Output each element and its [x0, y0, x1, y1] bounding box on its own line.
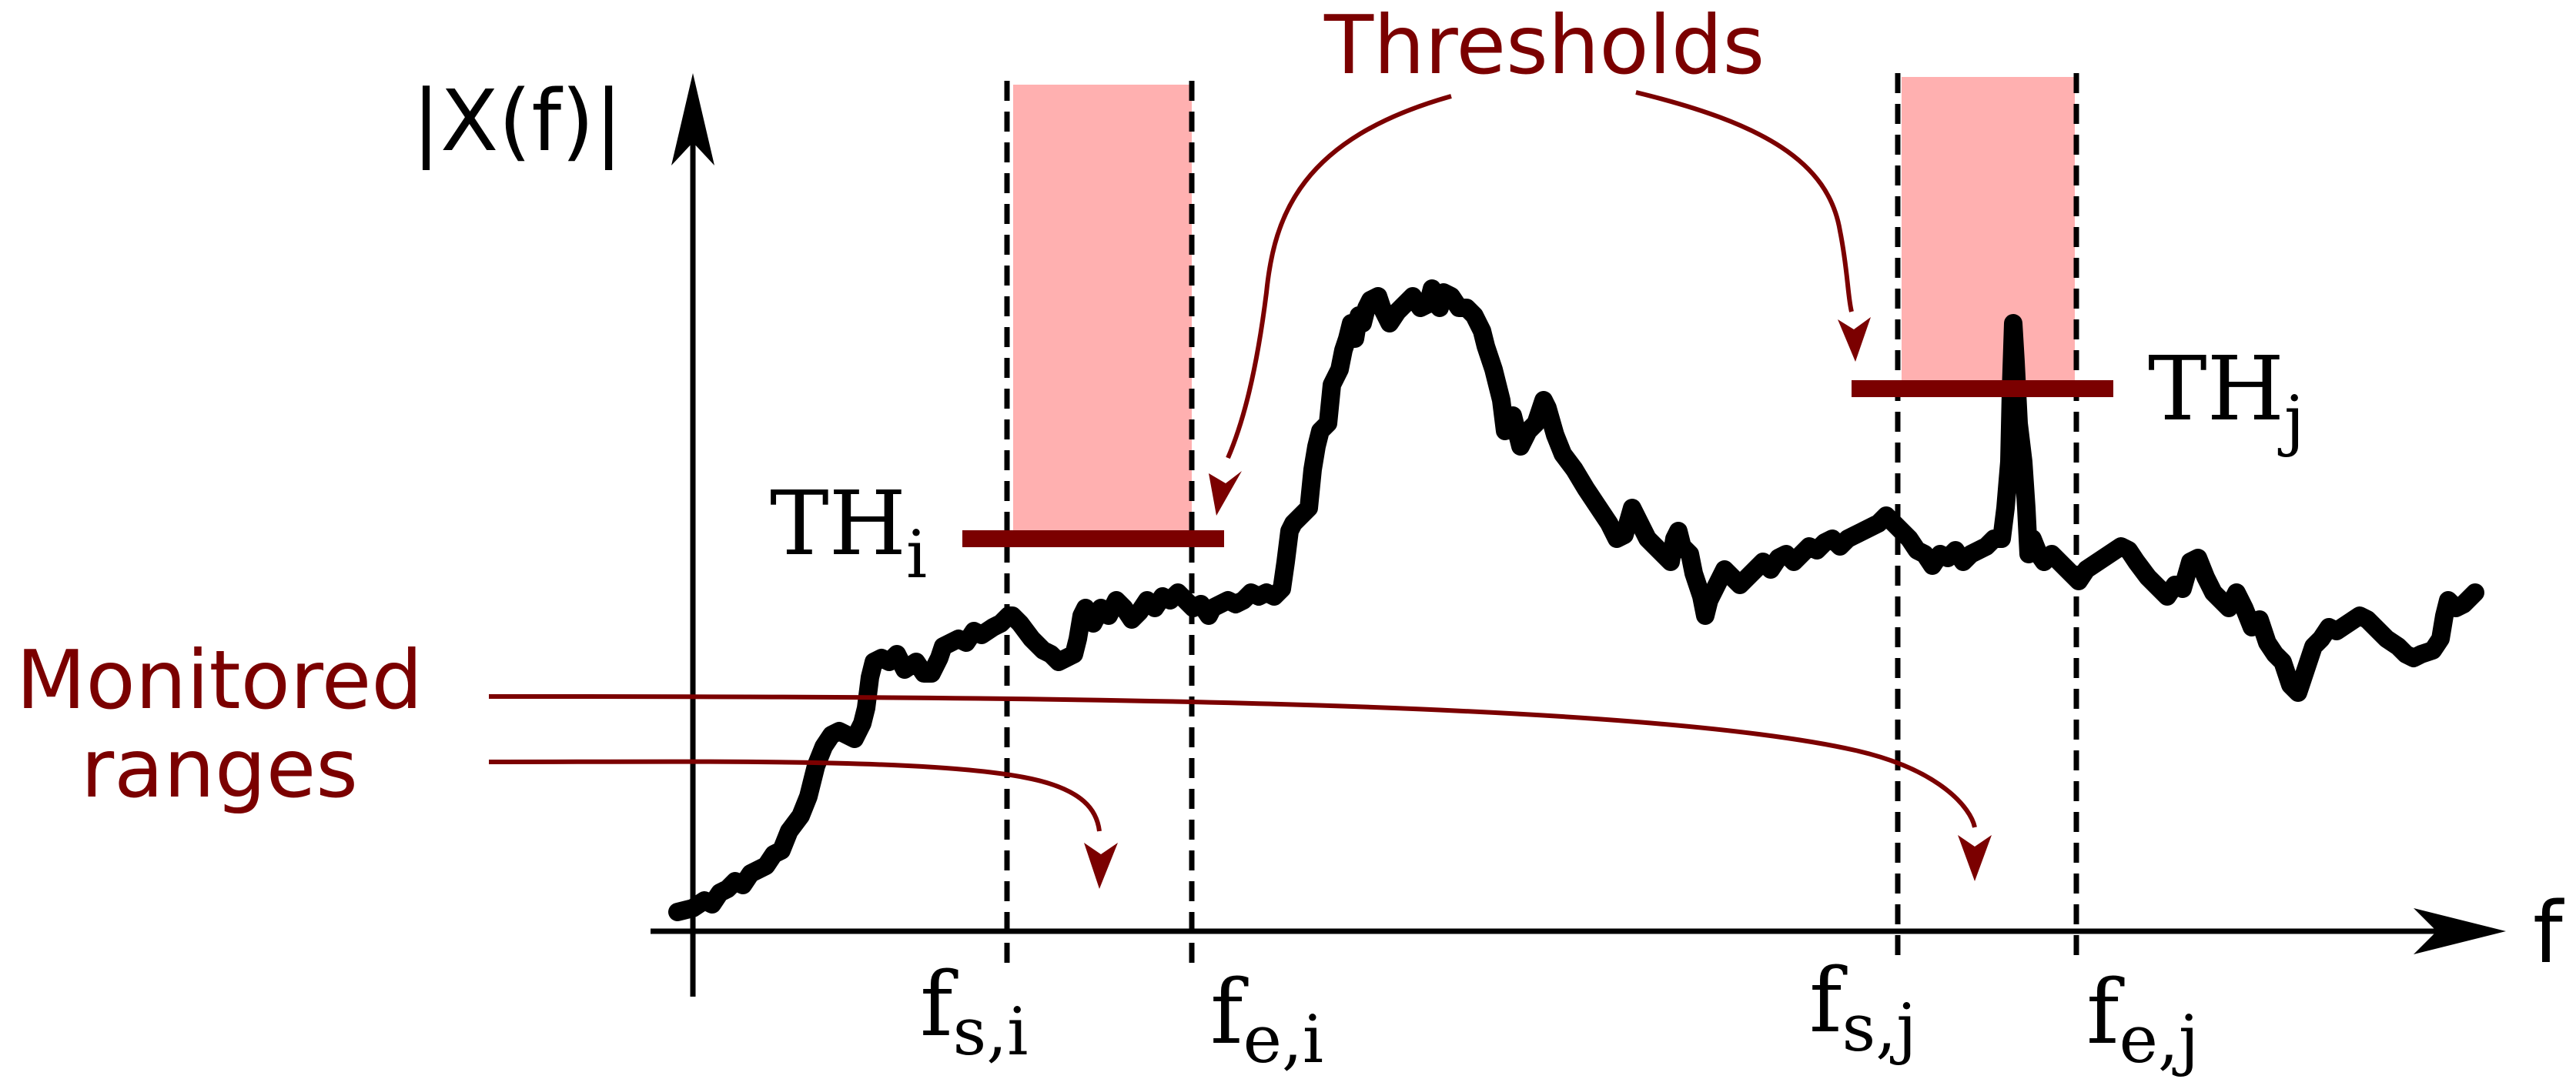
threshold-label-i-main: TH: [770, 473, 906, 576]
threshold-label-i-sub: i: [906, 517, 927, 593]
monitored-label-line1: Monitored: [16, 633, 423, 727]
x-axis: [651, 908, 2506, 954]
range-label-fs-i-sub: s,i: [953, 994, 1029, 1071]
y-axis-label: |X(f)|: [412, 72, 623, 171]
thresholds-arrow-right: [1635, 90, 1871, 362]
threshold-band-j: [1902, 77, 2075, 389]
y-axis: [671, 73, 714, 997]
range-label-fs-i: fs,i: [920, 954, 1028, 1071]
range-label-fs-j: fs,j: [1809, 950, 1917, 1067]
range-label-fe-j-sub: e,j: [2119, 1002, 2200, 1078]
x-axis-label: f: [2533, 884, 2564, 982]
thresholds-arrow-left: [1209, 94, 1452, 516]
monitored-arrow-range-j: [488, 694, 1992, 881]
monitored-arrow-range-i: [488, 759, 1118, 889]
monitored-label-line2: ranges: [81, 722, 358, 816]
thresholds-label: Thresholds: [1323, 0, 1765, 92]
threshold-label-i: THi: [770, 473, 927, 593]
range-label-fe-j: fe,j: [2086, 961, 2199, 1078]
threshold-label-j-main: TH: [2148, 338, 2284, 441]
range-label-fs-i-main: f: [920, 954, 958, 1057]
range-label-fe-i-main: f: [1210, 961, 1249, 1064]
threshold-label-j: THj: [2148, 338, 2304, 459]
range-label-fs-j-sub: s,j: [1842, 990, 1917, 1067]
threshold-band-i: [1013, 85, 1192, 539]
range-label-fe-i-sub: e,i: [1243, 1002, 1324, 1078]
spectrum-curve: [668, 279, 2484, 921]
range-label-fe-j-main: f: [2086, 961, 2125, 1064]
range-label-fs-j-main: f: [1809, 950, 1848, 1053]
range-label-fe-i: fe,i: [1210, 961, 1323, 1078]
